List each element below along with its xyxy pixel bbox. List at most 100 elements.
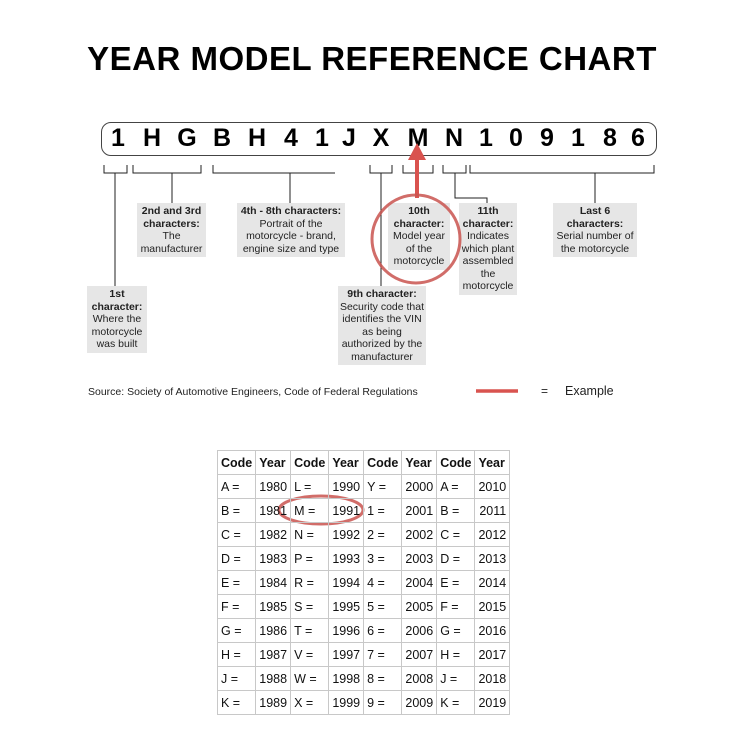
year-cell: 1992 bbox=[328, 522, 365, 547]
code-cell: J = bbox=[216, 666, 257, 691]
table-row: J = 1988 W = 1998 8 = 2008 J = 2018 bbox=[216, 666, 511, 691]
year-cell: 2000 bbox=[401, 474, 438, 499]
vin-character: N bbox=[444, 124, 464, 152]
table-row: A = 1980 L = 1990 Y = 2000 A = 2010 bbox=[216, 474, 511, 499]
code-cell: A = bbox=[216, 474, 257, 499]
year-cell: 2010 bbox=[474, 474, 511, 499]
year-cell: 2003 bbox=[401, 546, 438, 571]
code-cell: Y = bbox=[363, 474, 403, 499]
code-cell: T = bbox=[290, 618, 330, 643]
year-cell: 2002 bbox=[401, 522, 438, 547]
vin-character: 0 bbox=[509, 124, 523, 152]
bracket-4th-8th bbox=[212, 165, 335, 203]
code-cell: 3 = bbox=[363, 546, 403, 571]
code-cell: V = bbox=[290, 642, 330, 667]
code-cell: G = bbox=[216, 618, 257, 643]
year-cell: 2015 bbox=[474, 594, 511, 619]
vin-character: B bbox=[212, 124, 232, 152]
code-cell: C = bbox=[216, 522, 257, 547]
label-last-6-characters: Last 6 characters: Serial number of the m… bbox=[553, 203, 637, 257]
column-header: Year bbox=[474, 450, 511, 475]
year-cell: 1999 bbox=[328, 690, 365, 715]
vin-character: M bbox=[407, 124, 429, 152]
code-cell: D = bbox=[436, 546, 476, 571]
year-cell: 2011 bbox=[474, 498, 511, 523]
year-cell: 1984 bbox=[255, 570, 292, 595]
vin-character: 8 bbox=[603, 124, 617, 152]
bracket-2nd-3rd bbox=[132, 165, 202, 203]
legend-equals: = bbox=[541, 384, 549, 398]
code-cell: H = bbox=[216, 642, 257, 667]
year-code-table: Code Year Code Year Code Year Code Year A = 1980… bbox=[216, 450, 511, 715]
year-cell: 1993 bbox=[328, 546, 365, 571]
code-cell: E = bbox=[436, 570, 476, 595]
year-cell: 1991 bbox=[328, 498, 365, 523]
label-11th-character: 11th character: Indicates which plant ass… bbox=[459, 203, 517, 295]
code-cell: B = bbox=[216, 498, 257, 523]
column-header: Code bbox=[216, 450, 257, 475]
table-row: B = 1981 M = 1991 1 = 2001 B = 2011 bbox=[216, 498, 511, 523]
code-cell: 5 = bbox=[363, 594, 403, 619]
year-cell: 2012 bbox=[474, 522, 511, 547]
bracket-1st bbox=[103, 165, 128, 286]
year-cell: 2005 bbox=[401, 594, 438, 619]
year-cell: 1981 bbox=[255, 498, 292, 523]
code-cell: J = bbox=[436, 666, 476, 691]
code-cell: 2 = bbox=[363, 522, 403, 547]
label-10th-character: 10th character: Model year of the motorcy… bbox=[388, 203, 450, 270]
year-cell: 2018 bbox=[474, 666, 511, 691]
year-cell: 2009 bbox=[401, 690, 438, 715]
vin-character: 6 bbox=[631, 124, 645, 152]
column-header: Code bbox=[436, 450, 476, 475]
code-cell: F = bbox=[436, 594, 476, 619]
vin-character: 1 bbox=[111, 124, 125, 152]
year-cell: 1987 bbox=[255, 642, 292, 667]
code-cell: S = bbox=[290, 594, 330, 619]
year-cell: 2016 bbox=[474, 618, 511, 643]
year-cell: 2007 bbox=[401, 642, 438, 667]
column-header: Code bbox=[290, 450, 330, 475]
year-cell: 2013 bbox=[474, 546, 511, 571]
label-4th-8th-characters: 4th - 8th characters: Portrait of the mot… bbox=[237, 203, 345, 257]
year-cell: 1996 bbox=[328, 618, 365, 643]
year-cell: 2019 bbox=[474, 690, 511, 715]
code-cell: 6 = bbox=[363, 618, 403, 643]
code-cell: M = bbox=[290, 498, 330, 523]
vin-character: 1 bbox=[315, 124, 329, 152]
code-cell: K = bbox=[216, 690, 257, 715]
year-cell: 2014 bbox=[474, 570, 511, 595]
code-cell: W = bbox=[290, 666, 330, 691]
year-cell: 1998 bbox=[328, 666, 365, 691]
code-cell: G = bbox=[436, 618, 476, 643]
table-row: C = 1982 N = 1992 2 = 2002 C = 2012 bbox=[216, 522, 511, 547]
year-cell: 1988 bbox=[255, 666, 292, 691]
legend-example-label: Example bbox=[565, 384, 614, 398]
year-cell: 2004 bbox=[401, 570, 438, 595]
label-9th-character: 9th character: Security code that identif… bbox=[338, 286, 426, 365]
code-cell: L = bbox=[290, 474, 330, 499]
code-cell: 8 = bbox=[363, 666, 403, 691]
code-cell: 9 = bbox=[363, 690, 403, 715]
year-cell: 2006 bbox=[401, 618, 438, 643]
vin-character: 4 bbox=[284, 124, 298, 152]
year-cell: 1986 bbox=[255, 618, 292, 643]
year-cell: 1990 bbox=[328, 474, 365, 499]
vin-box bbox=[101, 122, 657, 156]
vin-character: H bbox=[142, 124, 162, 152]
table-row: F = 1985 S = 1995 5 = 2005 F = 2015 bbox=[216, 594, 511, 619]
column-header: Year bbox=[328, 450, 365, 475]
year-cell: 1997 bbox=[328, 642, 365, 667]
year-cell: 2001 bbox=[401, 498, 438, 523]
year-cell: 1985 bbox=[255, 594, 292, 619]
year-cell: 2008 bbox=[401, 666, 438, 691]
table-row: K = 1989 X = 1999 9 = 2009 K = 2019 bbox=[216, 690, 511, 715]
source-note: Source: Society of Automotive Engineers,… bbox=[88, 386, 418, 398]
column-header: Year bbox=[401, 450, 438, 475]
code-cell: K = bbox=[436, 690, 476, 715]
year-cell: 1989 bbox=[255, 690, 292, 715]
code-cell: 7 = bbox=[363, 642, 403, 667]
bracket-11th bbox=[442, 165, 488, 203]
year-cell: 1982 bbox=[255, 522, 292, 547]
vin-character: X bbox=[372, 124, 390, 152]
